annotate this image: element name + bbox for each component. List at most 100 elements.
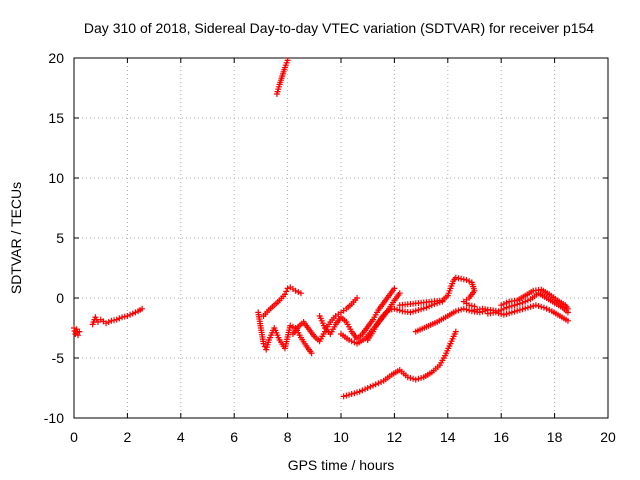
- data-point: [289, 323, 296, 330]
- data-point: [340, 393, 347, 400]
- data-point: [455, 307, 462, 314]
- data-point: [564, 317, 571, 324]
- series-seg3: [273, 57, 291, 97]
- data-point: [418, 306, 425, 313]
- data-point: [463, 306, 470, 313]
- series-seg5: [260, 284, 304, 319]
- data-point: [527, 303, 534, 310]
- x-tick-label: 16: [493, 429, 509, 445]
- series-seg1: [71, 325, 83, 339]
- data-point: [503, 311, 510, 317]
- data-point: [343, 392, 350, 399]
- y-tick-label: 20: [48, 50, 64, 66]
- data-point: [370, 382, 377, 389]
- data-point: [511, 308, 518, 315]
- x-tick-label: 0: [70, 429, 78, 445]
- data-point: [506, 303, 513, 310]
- x-axis-label: GPS time / hours: [288, 457, 395, 473]
- data-point: [452, 308, 459, 315]
- data-point: [71, 325, 77, 331]
- data-point: [75, 332, 82, 339]
- x-tick-label: 4: [177, 429, 185, 445]
- y-tick-label: 10: [48, 170, 64, 186]
- data-point: [396, 290, 403, 297]
- x-tick-label: 2: [124, 429, 132, 445]
- data-point: [356, 388, 363, 395]
- x-tick-label: 8: [284, 429, 292, 445]
- data-point: [348, 391, 355, 397]
- data-point: [519, 299, 526, 306]
- data-point: [418, 375, 425, 381]
- series-seg9: [364, 298, 446, 343]
- data-point: [404, 374, 411, 381]
- data-point: [530, 303, 537, 309]
- data-point: [452, 328, 459, 335]
- y-tick-label: -5: [52, 350, 65, 366]
- data-point: [292, 287, 299, 294]
- series-seg15: [498, 286, 571, 312]
- data-point: [354, 295, 361, 301]
- data-point: [458, 306, 465, 313]
- data-point: [522, 305, 529, 312]
- x-tick-label: 10: [333, 429, 349, 445]
- data-point: [391, 305, 398, 312]
- x-tick-label: 18: [547, 429, 563, 445]
- data-point: [500, 311, 507, 318]
- data-point: [297, 290, 304, 297]
- data-point: [524, 304, 531, 311]
- data-point: [508, 309, 515, 316]
- data-point: [407, 309, 414, 316]
- data-point: [415, 375, 422, 382]
- x-tick-label: 20: [600, 429, 616, 445]
- data-point: [354, 389, 361, 396]
- data-point: [420, 305, 427, 312]
- data-point: [348, 338, 355, 345]
- data-point: [346, 391, 353, 398]
- data-point: [503, 299, 510, 306]
- data-point: [372, 381, 379, 388]
- data-point: [412, 307, 419, 314]
- series-seg10: [340, 328, 459, 400]
- data-point: [129, 310, 136, 317]
- data-point: [113, 316, 120, 323]
- data-point: [516, 300, 523, 307]
- data-point: [283, 288, 290, 295]
- data-point: [103, 320, 110, 327]
- data-point: [76, 328, 83, 335]
- data-point: [295, 289, 302, 295]
- data-point: [564, 305, 571, 312]
- data-point: [396, 307, 403, 314]
- data-point: [260, 340, 267, 347]
- data-point: [492, 309, 499, 316]
- data-point: [124, 313, 131, 319]
- data-point: [516, 307, 523, 313]
- data-point: [391, 285, 398, 292]
- axis-ticks: 0 2 4 6 8 10 12 14 16 18 20 -10 -5 0 5 10 15 20: [44, 50, 616, 445]
- y-tick-label: 15: [48, 110, 64, 126]
- data-point: [500, 301, 507, 307]
- series-seg2: [89, 305, 146, 328]
- data-point: [359, 387, 366, 394]
- data-point: [495, 310, 502, 317]
- data-point: [514, 307, 521, 314]
- y-tick-label: 5: [56, 230, 64, 246]
- data-point: [407, 375, 414, 381]
- data-point: [284, 285, 291, 292]
- data-point: [132, 309, 139, 316]
- data-point: [543, 305, 550, 312]
- data-point: [524, 297, 531, 304]
- data-point: [423, 304, 430, 311]
- series-seg7: [316, 285, 398, 342]
- data-point: [532, 302, 539, 309]
- data-point: [127, 311, 134, 318]
- data-point: [506, 310, 513, 317]
- data-point: [519, 306, 526, 313]
- data-point: [415, 307, 422, 313]
- series-seg14: [484, 302, 571, 324]
- data-point: [498, 302, 505, 309]
- series-seg6: [289, 295, 361, 345]
- data-point: [281, 291, 288, 298]
- data-point: [375, 380, 382, 387]
- data-point: [394, 306, 401, 313]
- data-point: [410, 308, 417, 315]
